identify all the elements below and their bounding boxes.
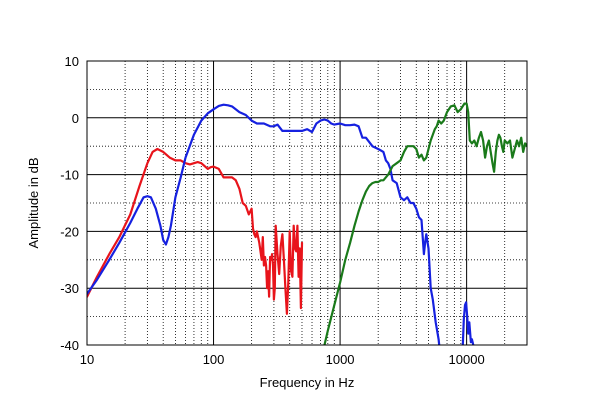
- series-line-2: [87, 103, 441, 345]
- x-tick-label: 1000: [326, 352, 355, 367]
- x-tick-label: 10000: [449, 352, 485, 367]
- y-axis-title: Amplitude in dB: [26, 157, 41, 248]
- x-axis-title: Frequency in Hz: [260, 375, 355, 390]
- y-tick-label: -20: [60, 224, 79, 239]
- x-tick-label: 100: [203, 352, 225, 367]
- plot-frame: [86, 60, 528, 346]
- y-tick-label: 10: [65, 54, 79, 69]
- y-tick-label: -40: [60, 338, 79, 353]
- y-tick-label: -10: [60, 168, 79, 183]
- y-tick-label: 0: [72, 111, 79, 126]
- series-line-4: [323, 102, 527, 345]
- data-lines: [87, 102, 527, 345]
- x-tick-label: 10: [80, 352, 94, 367]
- series-line-3: [461, 301, 475, 345]
- series-line-1: [87, 147, 304, 315]
- y-tick-label: -30: [60, 281, 79, 296]
